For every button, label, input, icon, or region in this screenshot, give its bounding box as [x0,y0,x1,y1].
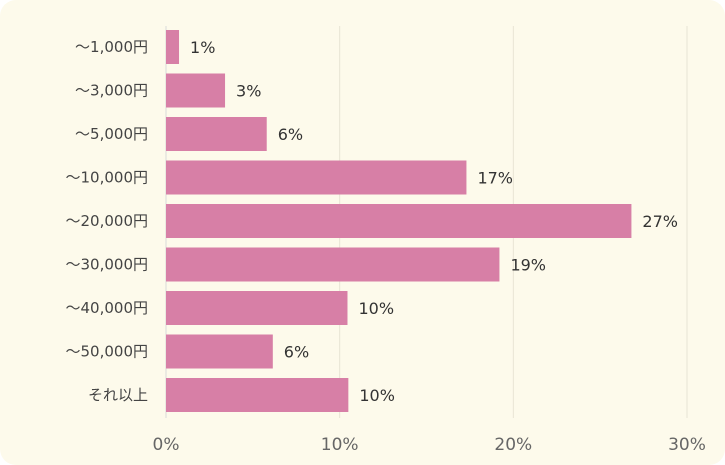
category-label: ～20,000円 [66,212,149,230]
bar-5 [166,247,500,282]
category-label: それ以上 [88,386,148,404]
category-label: ～1,000円 [75,38,148,56]
bar-6 [166,291,348,325]
bar-3 [166,160,467,195]
bar-2 [166,117,267,151]
category-label: ～5,000円 [75,125,148,143]
bar-1 [166,73,226,108]
x-tick-label: 0% [153,435,180,455]
category-label: ～3,000円 [75,82,148,100]
x-tick-label: 20% [494,435,532,455]
value-label: 6% [278,125,303,144]
value-label: 3% [236,82,261,101]
value-label: 19% [510,256,546,275]
bar-0 [166,30,180,64]
value-label: 6% [284,343,309,362]
value-label: 17% [477,169,513,188]
value-label: 1% [190,38,215,57]
x-tick-label: 30% [668,435,706,455]
category-label: ～50,000円 [66,343,149,361]
category-label: ～30,000円 [66,256,149,274]
value-label: 27% [642,212,678,231]
x-tick-label: 10% [321,435,359,455]
bar-4 [166,204,632,238]
bar-7 [166,334,273,369]
value-label: 10% [359,386,395,405]
bar-8 [166,378,349,412]
category-label: ～40,000円 [66,299,149,317]
category-label: ～10,000円 [66,169,149,187]
value-label: 10% [358,299,394,318]
